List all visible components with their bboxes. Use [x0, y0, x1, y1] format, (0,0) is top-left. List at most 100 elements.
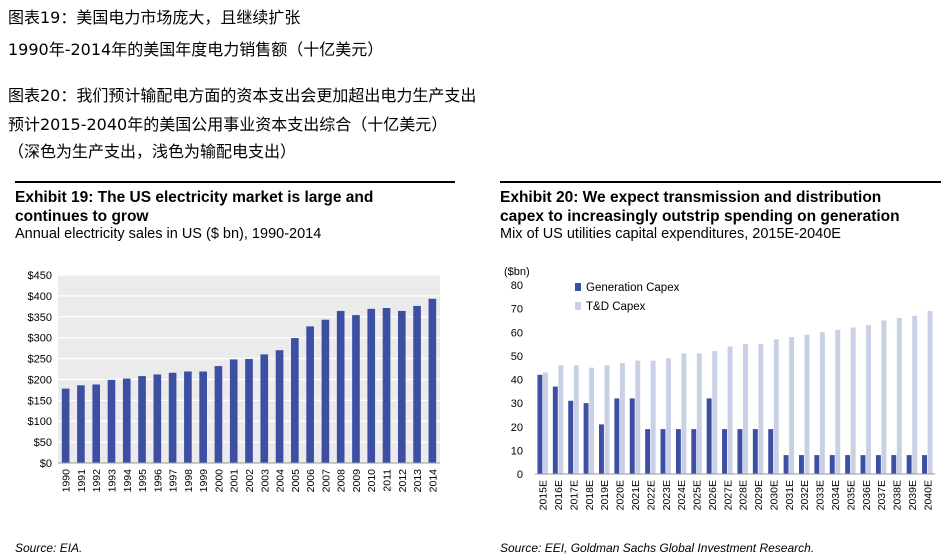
y-tick-label: $300 [28, 333, 52, 345]
exhibit-20-source: Source: EEI, Goldman Sachs Global Invest… [500, 541, 815, 555]
x-tick-label: 2019E [599, 480, 611, 510]
y-tick-label: $350 [28, 312, 52, 324]
bar-generation-2027E [722, 429, 727, 474]
bar-generation-2036E [860, 455, 866, 474]
bar-generation-2021E [629, 398, 635, 474]
x-tick-label: 2022E [645, 480, 657, 510]
bar-1997 [168, 372, 177, 463]
cn-subcaption-19: 1990年-2014年的美国年度电力销售额（十亿美元） [8, 40, 384, 59]
bar-1999 [199, 371, 207, 463]
x-tick-label: 2025E [692, 480, 704, 510]
x-tick-label: 2032E [799, 480, 811, 510]
bar-generation-2037E [875, 455, 881, 474]
bar-td-2038E [896, 318, 902, 474]
bar-td-2017E [573, 365, 579, 474]
exhibit-19-title-line1: Exhibit 19: The US electricity market is… [15, 189, 374, 206]
x-tick-label: 1992 [91, 469, 103, 493]
exhibit-20-chart: ($bn) 0 10 20 30 40 50 60 70 80 2015E 2016E 2017E 201… [504, 266, 935, 510]
x-tick-label: 2033E [815, 480, 827, 510]
bar-generation-2035E [845, 455, 851, 474]
bar-generation-2017E [568, 400, 574, 474]
bar-generation-2038E [891, 455, 897, 474]
x-tick-label: 2039E [907, 480, 919, 510]
bar-generation-2039E [906, 455, 912, 474]
y-tick-label: $100 [28, 416, 52, 428]
bar-2009 [352, 315, 360, 463]
y-tick-label: 20 [511, 422, 523, 434]
x-tick-label: 2006 [305, 469, 317, 493]
x-tick-label: 1997 [168, 469, 180, 493]
cn-note-20: （深色为生产支出，浅色为输配电支出） [8, 142, 297, 161]
y-tick-label: 50 [511, 351, 523, 363]
legend-swatch [575, 283, 581, 291]
x-tick-label: 2029E [753, 480, 765, 510]
bar-generation-2022E [645, 429, 651, 474]
bar-1998 [184, 371, 192, 463]
legend-swatch [575, 302, 581, 310]
y-tick-label: $250 [28, 354, 52, 366]
exhibit-20-title: Exhibit 20: We expect transmission and d… [500, 188, 900, 226]
bar-2001 [229, 359, 238, 463]
x-tick-label: 1990 [61, 469, 73, 493]
bar-1995 [138, 376, 146, 463]
bar-generation-2033E [814, 455, 820, 474]
y-tick-label: $450 [28, 270, 52, 282]
bar-td-2031E [789, 336, 795, 474]
x-tick-label: 2031E [784, 480, 796, 510]
cn-caption-20: 图表20：我们预计输配电方面的资本支出会更加超出电力生产支出 [8, 86, 477, 105]
x-tick-label: 1991 [76, 469, 88, 493]
x-tick-label: 2027E [722, 480, 734, 510]
bar-1993 [107, 379, 116, 463]
x-tick-label: 2004 [275, 469, 287, 493]
bar-2002 [245, 358, 253, 463]
y-tick-label: 10 [511, 445, 523, 457]
cn-subcaption-20: 预计2015-2040年的美国公用事业资本支出综合（十亿美元） [8, 115, 448, 134]
bar-2014 [428, 298, 437, 463]
x-tick-label: 2009 [351, 469, 363, 493]
x-tick-label: 2028E [738, 480, 750, 510]
bar-td-2039E [912, 315, 918, 474]
bar-td-2015E [543, 372, 548, 474]
bar-2004 [275, 350, 284, 463]
x-tick-label: 2008 [336, 469, 348, 493]
y-tick-label: $200 [28, 374, 52, 386]
exhibit-19-title-line2: continues to grow [15, 208, 149, 225]
bar-td-2035E [850, 327, 856, 474]
x-tick-label: 2012 [397, 469, 409, 493]
exhibit-19-panel: Exhibit 19: The US electricity market is… [15, 181, 455, 560]
x-tick-label: 2020E [615, 480, 627, 510]
exhibit-20-rule [500, 181, 941, 183]
exhibit-19-chart: $0 $50 $100 $150 $200 $250 $300 $350 $400 $450 199… [28, 270, 440, 493]
x-tick-label: 1993 [106, 469, 118, 493]
bar-generation-2019E [599, 424, 604, 474]
bar-generation-2020E [614, 398, 620, 474]
bar-generation-2040E [922, 455, 927, 474]
x-tick-label: 2001 [229, 469, 241, 493]
x-tick-label: 2040E [922, 480, 934, 510]
bar-td-2032E [804, 334, 810, 474]
bar-generation-2015E [537, 374, 543, 474]
x-tick-label: 2026E [707, 480, 719, 510]
x-tick-label: 2030E [768, 480, 780, 510]
bar-generation-2018E [583, 403, 589, 474]
bar-generation-2023E [660, 429, 666, 474]
x-tick-label: 2034E [830, 480, 842, 510]
exhibit-19-rule [15, 181, 455, 183]
bar-td-2021E [635, 360, 641, 474]
bar-1996 [153, 374, 162, 463]
y-tick-label: 30 [511, 398, 523, 410]
bar-td-2040E [927, 310, 933, 474]
bar-generation-2031E [783, 455, 789, 474]
y-tick-label: $150 [28, 395, 52, 407]
bar-1991 [77, 385, 85, 463]
exhibit-20-title-line2: capex to increasingly outstrip spending … [500, 208, 900, 225]
y-tick-label: $400 [28, 291, 52, 303]
x-tick-label: 2024E [676, 480, 688, 510]
legend-label: Generation Capex [586, 282, 680, 294]
x-tick-label: 2017E [568, 480, 580, 510]
x-tick-label: 2014 [427, 469, 439, 493]
bar-2007 [321, 319, 330, 463]
bar-1994 [122, 378, 131, 463]
bar-td-2023E [666, 358, 671, 474]
exhibit-20-subtitle: Mix of US utilities capital expenditures… [500, 226, 841, 242]
